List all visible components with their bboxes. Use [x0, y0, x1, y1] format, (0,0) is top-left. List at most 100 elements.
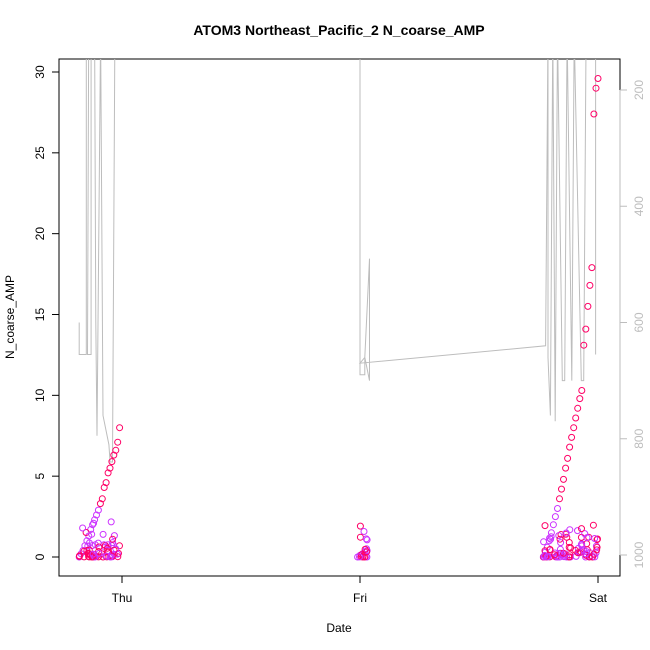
data-point	[99, 553, 107, 561]
data-point	[578, 525, 585, 533]
bottom-axis: Thu Fri Sat	[112, 575, 608, 605]
data-point	[592, 542, 600, 550]
pressure-series-line	[78, 59, 597, 463]
data-point	[547, 533, 555, 541]
data-point	[574, 549, 582, 557]
y2-tick-label: 600	[632, 312, 646, 332]
data-point	[555, 532, 563, 540]
y2-tick-label: 800	[632, 428, 646, 448]
data-point	[89, 550, 97, 558]
data-point	[572, 552, 580, 560]
data-point	[88, 530, 96, 538]
right-axis: 200 400 600 800 1000	[619, 80, 646, 568]
y-tick-label: 15	[33, 308, 47, 322]
data-point	[546, 534, 554, 542]
data-point	[576, 395, 584, 403]
left-axis: 0 5 10 15 20 25 30	[33, 65, 60, 560]
data-point	[588, 264, 596, 272]
data-point	[84, 549, 92, 557]
data-point	[568, 433, 576, 441]
data-point	[103, 552, 111, 560]
data-point	[546, 546, 554, 553]
data-point	[581, 530, 589, 538]
data-point	[363, 536, 371, 544]
data-point	[103, 544, 111, 552]
data-point	[116, 424, 124, 432]
y-axis-title: N_coarse_AMP	[3, 275, 17, 359]
y2-tick-label: 400	[632, 196, 646, 216]
data-point	[588, 553, 596, 561]
plot-area	[58, 58, 621, 577]
data-point	[79, 524, 87, 532]
y2-tick-label: 200	[632, 80, 646, 100]
data-point	[558, 485, 565, 493]
data-point	[570, 424, 578, 432]
data-point	[547, 535, 555, 543]
x-tick-label: Thu	[112, 591, 133, 605]
data-point	[564, 454, 572, 462]
data-point	[104, 541, 112, 549]
data-point	[560, 475, 567, 483]
data-point	[356, 553, 363, 561]
data-point	[565, 539, 573, 546]
data-point	[557, 539, 565, 547]
data-point	[80, 553, 88, 561]
points-layer	[75, 75, 602, 561]
data-point	[104, 469, 112, 477]
data-point	[360, 528, 368, 535]
data-point	[565, 543, 573, 551]
data-point	[106, 553, 114, 561]
data-point	[110, 532, 118, 540]
x-tick-label: Sat	[589, 591, 608, 605]
data-point	[578, 387, 586, 394]
data-point	[90, 519, 98, 527]
data-point	[94, 506, 102, 514]
x-axis-title: Date	[326, 621, 352, 635]
data-point	[541, 522, 549, 530]
data-point	[562, 529, 570, 537]
data-point	[549, 521, 557, 529]
data-point	[107, 518, 115, 526]
data-point	[106, 464, 114, 472]
data-point	[109, 535, 117, 543]
data-point	[356, 522, 364, 530]
y-tick-label: 20	[33, 227, 47, 241]
data-point	[540, 538, 548, 546]
data-point	[95, 553, 102, 561]
data-point	[593, 546, 601, 554]
data-point	[85, 539, 93, 547]
data-point	[592, 84, 600, 92]
data-point	[578, 542, 586, 550]
data-point	[582, 550, 590, 558]
data-point	[566, 443, 574, 451]
data-point	[556, 545, 564, 553]
data-point	[580, 341, 588, 349]
y-tick-label: 25	[33, 146, 47, 160]
data-point	[108, 458, 116, 466]
data-point	[112, 446, 120, 454]
data-point	[556, 535, 564, 543]
data-point	[99, 530, 107, 538]
data-point	[562, 464, 570, 472]
data-point	[592, 549, 600, 557]
data-point	[102, 479, 110, 487]
data-point	[541, 547, 549, 555]
data-point	[95, 543, 103, 551]
data-point	[586, 281, 594, 289]
data-point	[594, 75, 602, 82]
data-point	[582, 325, 590, 333]
data-point	[85, 546, 93, 554]
y-tick-label: 30	[33, 65, 47, 79]
data-point	[556, 495, 563, 503]
data-point	[114, 438, 122, 446]
data-point	[551, 513, 559, 521]
data-point	[589, 521, 597, 529]
x-tick-label: Fri	[353, 591, 367, 605]
data-point	[555, 549, 563, 557]
pressure-line-layer	[78, 59, 597, 463]
data-point	[98, 495, 106, 503]
data-point	[590, 110, 598, 118]
data-point	[583, 534, 591, 542]
data-point	[96, 500, 104, 508]
